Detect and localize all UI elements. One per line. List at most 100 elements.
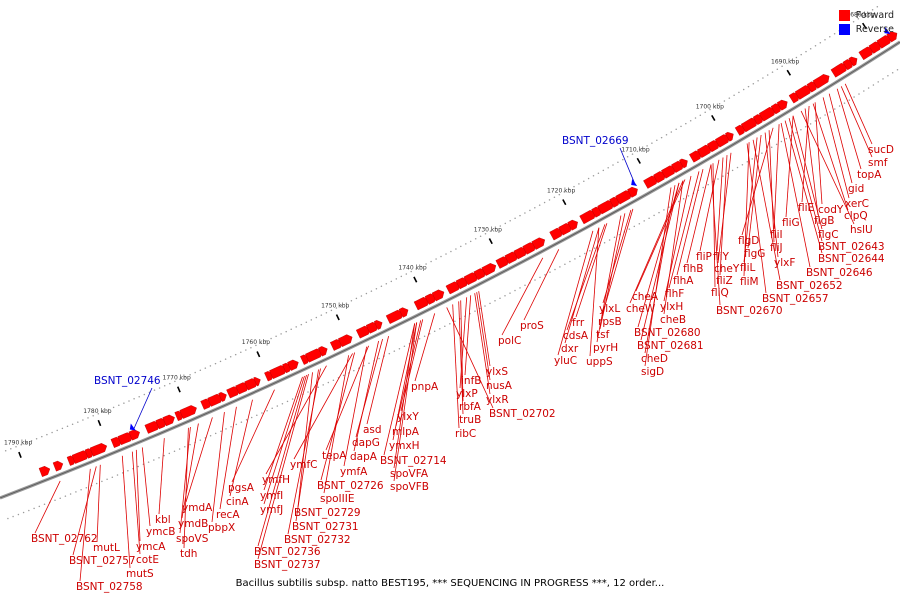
leader-line bbox=[353, 340, 379, 452]
leader-line bbox=[395, 320, 422, 427]
gene-label: flgC bbox=[818, 229, 839, 241]
scale-dot bbox=[385, 283, 388, 285]
scale-dot bbox=[450, 250, 452, 253]
scale-dot bbox=[877, 81, 879, 83]
scale-dot bbox=[544, 274, 546, 276]
scale-dot bbox=[809, 123, 812, 125]
forward-gene-arrow bbox=[373, 320, 383, 330]
leader-line bbox=[295, 369, 319, 522]
gene-label: BSNT_02644 bbox=[818, 253, 885, 265]
scale-dot bbox=[656, 139, 658, 142]
scale-dot bbox=[75, 491, 77, 493]
scale-dot bbox=[291, 398, 294, 400]
scale-dot bbox=[814, 120, 817, 122]
kbp-tick bbox=[335, 314, 340, 321]
gene-label: spoIIIE bbox=[320, 493, 354, 505]
leader-line bbox=[383, 323, 416, 456]
scale-dot bbox=[641, 147, 643, 150]
scale-dot bbox=[59, 497, 61, 499]
scale-dot bbox=[219, 360, 222, 363]
scale-dot bbox=[255, 344, 257, 347]
kbp-label: 1680 kbp bbox=[846, 11, 874, 18]
scale-dot bbox=[563, 191, 565, 193]
scale-dot bbox=[322, 384, 324, 386]
scale-dot bbox=[143, 393, 146, 396]
scale-dot bbox=[843, 102, 846, 104]
scale-dot bbox=[363, 365, 365, 367]
leader-line bbox=[257, 374, 307, 547]
forward-swatch bbox=[838, 10, 850, 21]
scale-dot bbox=[430, 260, 432, 263]
legend-reverse-label: Reverse bbox=[855, 24, 894, 35]
scale-dot bbox=[51, 431, 53, 434]
gene-label: cheB bbox=[660, 314, 686, 326]
leader-line bbox=[96, 464, 101, 543]
leader-line bbox=[133, 387, 153, 430]
scale-dot bbox=[636, 150, 639, 153]
scale-dot bbox=[766, 74, 769, 76]
kbp-label: 1750 kbp bbox=[321, 302, 349, 309]
scale-dot bbox=[613, 236, 616, 239]
forward-gene-arrow bbox=[567, 219, 578, 231]
scale-dot bbox=[305, 321, 308, 323]
scale-dot bbox=[499, 225, 502, 227]
scale-dot bbox=[771, 71, 774, 73]
scale-dot bbox=[709, 108, 711, 111]
scale-dot bbox=[814, 44, 817, 47]
gene-label: BSNT_02670 bbox=[716, 305, 783, 317]
scale-dot bbox=[420, 265, 422, 268]
scale-dot bbox=[554, 268, 556, 271]
scale-dot bbox=[474, 310, 476, 312]
leader-line bbox=[637, 182, 680, 328]
scale-dot bbox=[589, 250, 591, 252]
gene-label: rbfA bbox=[459, 401, 482, 413]
scale-dot bbox=[682, 197, 685, 200]
scale-dot bbox=[819, 117, 822, 119]
leader-line bbox=[287, 368, 321, 535]
scale-dot bbox=[519, 287, 521, 289]
scale-dot bbox=[290, 328, 292, 330]
scale-dot bbox=[7, 517, 9, 520]
leader-line bbox=[773, 124, 780, 230]
scale-dot bbox=[741, 163, 744, 166]
scale-dot bbox=[266, 409, 268, 412]
gene-label: frr bbox=[572, 317, 585, 329]
leader-line bbox=[836, 88, 862, 170]
scale-dot bbox=[61, 427, 64, 430]
gene-label: hslU bbox=[850, 224, 873, 236]
scale-dot bbox=[534, 279, 536, 281]
gene-label: ylxH bbox=[660, 301, 683, 313]
gene-label: fliM bbox=[740, 276, 759, 288]
forward-gene-arrow bbox=[627, 186, 638, 198]
scale-dot bbox=[444, 325, 446, 328]
scale-dot bbox=[887, 75, 889, 77]
leader-line bbox=[185, 417, 213, 503]
gene-label: BSNT_02681 bbox=[637, 340, 704, 352]
scale-dot bbox=[327, 381, 330, 384]
scale-dot bbox=[699, 114, 702, 116]
scale-dot bbox=[872, 84, 875, 86]
gene-label: mutS bbox=[126, 568, 154, 580]
scale-dot bbox=[539, 276, 541, 279]
scale-dot bbox=[82, 419, 84, 421]
scale-dot bbox=[116, 474, 119, 476]
leader-line bbox=[589, 227, 600, 357]
scale-dot bbox=[731, 169, 734, 172]
scale-dot bbox=[675, 128, 677, 130]
scale-dot bbox=[800, 53, 802, 56]
kbp-tick bbox=[562, 199, 567, 206]
scale-dot bbox=[694, 117, 697, 119]
gene-label: proS bbox=[520, 320, 544, 332]
leader-line bbox=[668, 171, 700, 289]
scale-dot bbox=[824, 39, 826, 41]
gene-label: sucD bbox=[868, 144, 894, 156]
scale-dot bbox=[862, 15, 864, 17]
leader-line bbox=[716, 157, 724, 252]
scale-dot bbox=[795, 56, 798, 59]
gene-label: fliQ bbox=[711, 287, 729, 299]
gene-label: ymdB bbox=[178, 518, 208, 530]
scale-dot bbox=[809, 47, 812, 50]
scale-dot bbox=[781, 65, 783, 68]
scale-dot bbox=[622, 158, 624, 161]
leader-line bbox=[619, 147, 636, 185]
